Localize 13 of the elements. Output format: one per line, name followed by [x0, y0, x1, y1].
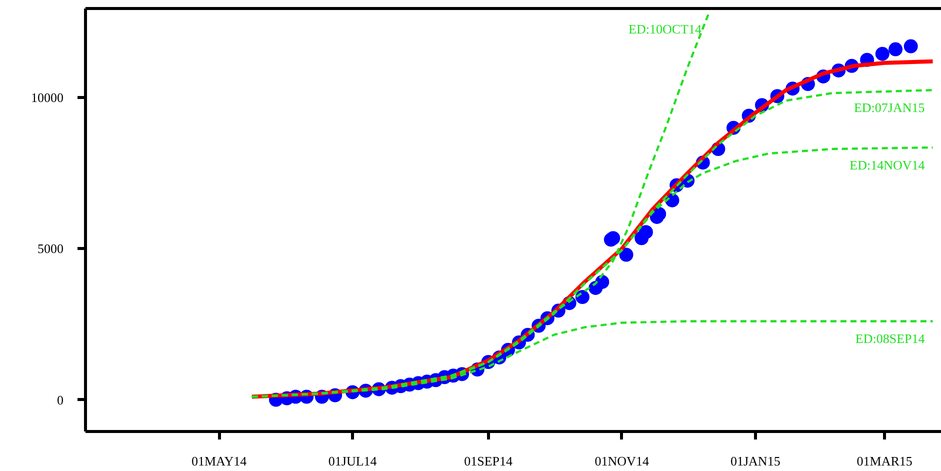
y-tick-label: 0 [57, 392, 64, 408]
x-tick-label: 01JUL14 [328, 454, 378, 468]
x-tick-label: 01MAY14 [191, 454, 248, 468]
y-tick-label: 5000 [38, 241, 64, 256]
x-tick-label: 01SEP14 [464, 454, 514, 468]
series-label: ED:07JAN15 [854, 100, 925, 116]
x-tick-label: 01JAN15 [730, 454, 780, 468]
series-label: ED:08SEP14 [855, 331, 926, 346]
series-label: ED:14NOV14 [850, 157, 926, 172]
y-tick-label: 10000 [31, 90, 64, 106]
series-label: ED:10OCT14 [628, 22, 702, 37]
x-tick-label: 01MAR15 [856, 454, 912, 468]
x-tick-label: 01NOV14 [594, 454, 650, 468]
